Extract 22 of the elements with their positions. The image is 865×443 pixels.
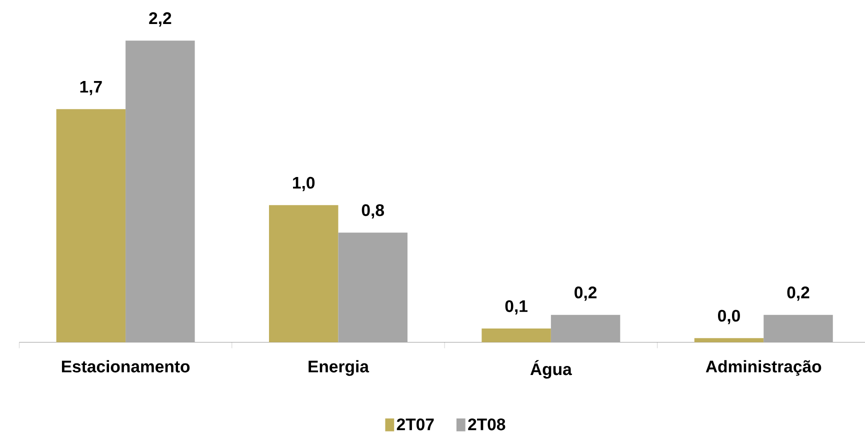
legend-label: 2T08	[468, 418, 506, 430]
x-tick-label: Administração	[706, 360, 822, 376]
data-label: 1,0	[293, 176, 315, 192]
bar	[550, 314, 620, 342]
data-label: 0,8	[362, 204, 384, 218]
data-label: 0,1	[505, 300, 528, 314]
data-label: 0,2	[787, 286, 810, 301]
x-tick-label: Estacionamento	[62, 360, 190, 372]
bar	[694, 338, 764, 342]
bar	[338, 232, 408, 342]
bar	[764, 314, 833, 342]
bar	[56, 109, 126, 342]
bar	[482, 328, 551, 342]
bar	[126, 40, 195, 342]
x-tick-label: Energia	[308, 360, 370, 376]
data-label: 0,2	[574, 286, 597, 301]
data-label: 1,7	[80, 80, 102, 96]
data-label: 0,0	[718, 310, 740, 324]
legend-label: 2T07	[396, 418, 434, 430]
data-label: 2,2	[149, 12, 172, 26]
bar	[268, 205, 338, 342]
x-tick-label: Água	[530, 360, 572, 378]
